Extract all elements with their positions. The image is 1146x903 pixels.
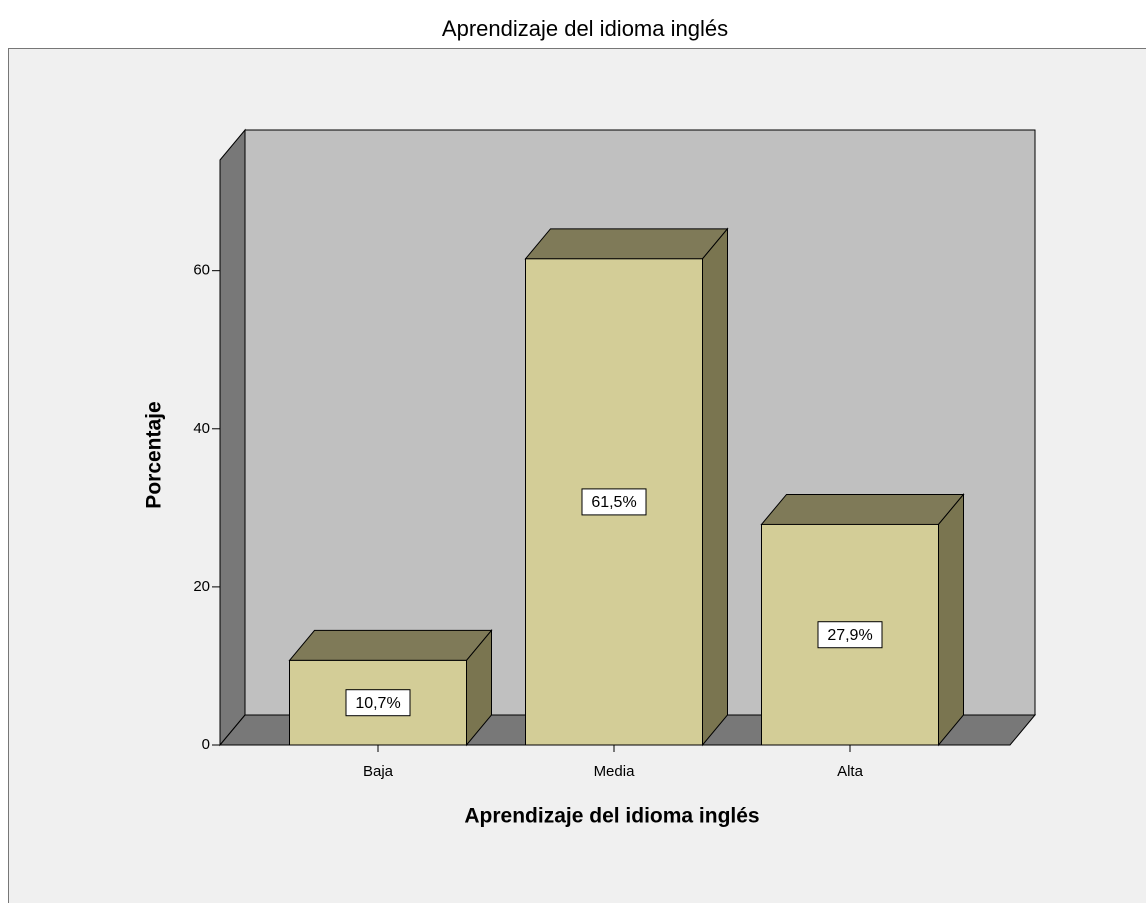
- x-tick-label: Media: [594, 763, 636, 780]
- y-tick-label: 60: [193, 262, 210, 279]
- bar-top: [760, 493, 965, 525]
- bar-top: [288, 629, 493, 661]
- y-tick-label: 0: [202, 736, 210, 753]
- y-axis-title: Porcentaje: [143, 401, 166, 508]
- y-tick-label: 20: [193, 578, 210, 595]
- value-label-box: [581, 488, 647, 516]
- bar-side: [938, 493, 964, 747]
- chart-title: Aprendizaje del idioma inglés: [442, 16, 728, 41]
- value-label: 10,7%: [355, 695, 400, 712]
- x-axis-title: Aprendizaje del idioma inglés: [464, 805, 759, 828]
- bar-side: [702, 227, 728, 747]
- value-label: 27,9%: [827, 627, 872, 644]
- x-tick-label: Alta: [837, 763, 864, 780]
- left-wall: [219, 128, 246, 747]
- value-label-box: [817, 621, 883, 649]
- x-tick-label: Baja: [363, 763, 394, 780]
- value-label-box: [345, 689, 411, 717]
- value-label: 61,5%: [591, 494, 636, 511]
- y-tick-label: 40: [193, 420, 210, 437]
- bar-top: [524, 228, 729, 260]
